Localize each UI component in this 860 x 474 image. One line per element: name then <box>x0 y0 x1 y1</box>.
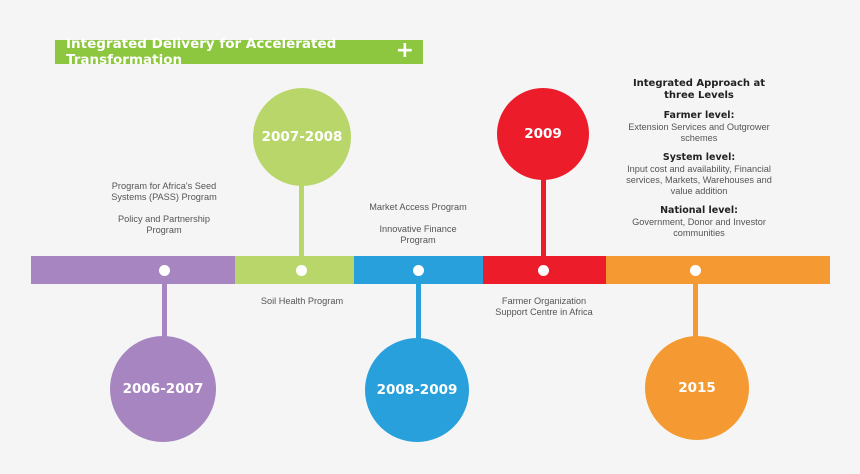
year-label: 2006-2007 <box>122 381 204 397</box>
timeline-segment-2015 <box>606 256 830 284</box>
approach-title-line: Integrated Approach at <box>632 78 766 89</box>
banner-title: Integrated Delivery for Accelerated Tran… <box>66 36 337 68</box>
year-circle-2008-2009: 2008-2009 <box>365 338 469 442</box>
program-text: Program <box>146 225 182 235</box>
year-circle-2006-2007: 2006-2007 <box>110 336 216 442</box>
system-level-heading: System level: <box>662 152 736 163</box>
year-label: 2009 <box>524 126 562 142</box>
farmer-level-block: Farmer level: Extension Services and Out… <box>614 110 784 144</box>
programs-2007-2008: Soil Health Program <box>236 296 368 307</box>
program-text: Program for Africa's Seed <box>111 181 217 191</box>
national-level-text: communities <box>673 228 725 238</box>
program-text: Support Centre in Africa <box>495 307 593 317</box>
stem-2008-2009 <box>416 278 421 342</box>
farmer-level-heading: Farmer level: <box>663 110 735 121</box>
national-level-block: National level: Government, Donor and In… <box>614 205 784 239</box>
approach-title-line: three Levels <box>664 90 734 101</box>
system-level-block: System level: Input cost and availabilit… <box>614 152 784 197</box>
timeline-dot-2006-2007 <box>159 265 170 276</box>
timeline-dot-2007-2008 <box>296 265 307 276</box>
system-level-text: services, Markets, Warehouses and <box>626 175 772 185</box>
program-text: Soil Health Program <box>260 296 344 306</box>
stem-2009 <box>541 176 546 262</box>
year-circle-2015: 2015 <box>645 336 749 440</box>
program-text: Farmer Organization <box>501 296 587 306</box>
programs-2008-2009: Market Access Program Innovative Finance… <box>352 202 484 246</box>
integrated-approach-panel: Integrated Approach at three Levels Farm… <box>614 78 784 247</box>
programs-2006-2007: Program for Africa's Seed Systems (PASS)… <box>94 181 234 236</box>
program-text: Policy and Partnership <box>118 214 210 224</box>
stem-2007-2008 <box>299 176 304 262</box>
farmer-level-text: schemes <box>680 133 718 143</box>
national-level-text: Government, Donor and Investor <box>632 217 766 227</box>
system-level-text: value addition <box>670 186 728 196</box>
timeline-dot-2015 <box>690 265 701 276</box>
plus-icon[interactable]: + <box>395 38 414 63</box>
approach-title: Integrated Approach at three Levels <box>614 78 784 102</box>
program-text: Systems (PASS) Program <box>111 192 217 202</box>
programs-2009: Farmer Organization Support Centre in Af… <box>478 296 610 318</box>
system-level-text: Input cost and availability, Financial <box>627 164 771 174</box>
program-text: Market Access Program <box>369 202 467 212</box>
timeline-segment-2006-2007 <box>31 256 235 284</box>
national-level-heading: National level: <box>660 205 738 216</box>
year-circle-2009: 2009 <box>497 88 589 180</box>
stem-2015 <box>693 278 698 342</box>
timeline-dot-2008-2009 <box>413 265 424 276</box>
year-circle-2007-2008: 2007-2008 <box>253 88 351 186</box>
year-label: 2015 <box>678 380 716 396</box>
farmer-level-text: Extension Services and Outgrower <box>628 122 770 132</box>
program-text: Innovative Finance <box>379 224 457 234</box>
program-text: Program <box>400 235 436 245</box>
year-label: 2007-2008 <box>261 129 343 145</box>
title-banner: Integrated Delivery for Accelerated Tran… <box>55 36 423 68</box>
year-label: 2008-2009 <box>376 382 458 398</box>
timeline-segment-2007-2008 <box>235 256 354 284</box>
timeline-dot-2009 <box>538 265 549 276</box>
stem-2006-2007 <box>162 278 167 342</box>
